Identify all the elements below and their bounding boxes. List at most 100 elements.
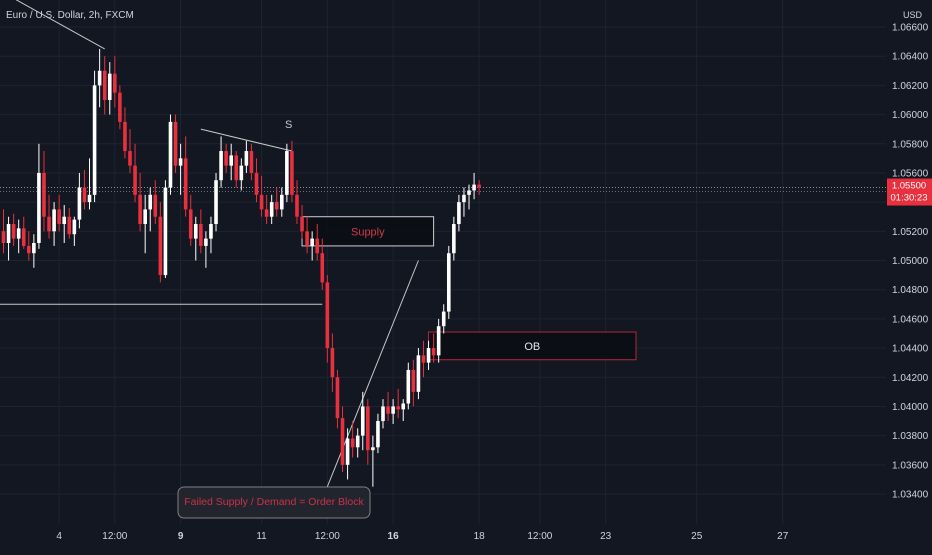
supply-zone[interactable] bbox=[301, 216, 435, 247]
candle bbox=[330, 333, 335, 392]
candle-body bbox=[72, 219, 77, 235]
candle-body bbox=[462, 194, 466, 203]
price-tick-label: 1.04200 bbox=[892, 373, 929, 384]
price-tick-label: 1.05000 bbox=[892, 256, 929, 267]
candle bbox=[92, 70, 97, 203]
candle bbox=[67, 207, 72, 239]
candle-body bbox=[340, 418, 345, 465]
candle bbox=[325, 275, 330, 363]
candle bbox=[300, 205, 304, 239]
price-tick-label: 1.05800 bbox=[892, 139, 929, 150]
candle-body bbox=[57, 209, 61, 225]
s-trend-line[interactable] bbox=[200, 128, 293, 152]
candle-body bbox=[274, 202, 279, 210]
bar-countdown: 01:30:23 bbox=[891, 193, 928, 204]
candle bbox=[204, 231, 208, 268]
symbol-title: Euro / U.S. Dollar, 2h, FXCM bbox=[6, 10, 134, 21]
supply-zone-label: Supply bbox=[351, 226, 385, 238]
candle bbox=[77, 172, 82, 229]
candle-body bbox=[128, 151, 132, 166]
price-tick-label: 1.05200 bbox=[892, 227, 929, 238]
last-price-tag-background bbox=[887, 178, 932, 206]
time-axis[interactable]: 4 12:00 9 11 12:00 16 18 12:00 23 25 27 bbox=[0, 524, 932, 550]
time-tick-label: 23 bbox=[600, 531, 612, 542]
candle bbox=[320, 238, 325, 290]
candle-body bbox=[335, 377, 340, 419]
candle bbox=[143, 194, 147, 254]
price-tick-label: 1.04000 bbox=[892, 402, 929, 413]
candle-body bbox=[467, 190, 471, 195]
candle bbox=[436, 318, 441, 363]
time-tick-label: 9 bbox=[178, 531, 184, 542]
price-axis[interactable]: 1.06600 1.06400 1.06200 1.06000 1.05800 1.056… bbox=[886, 0, 932, 550]
candle bbox=[340, 406, 345, 473]
ob-zone[interactable] bbox=[428, 331, 637, 361]
candle-body bbox=[193, 224, 198, 239]
candle-body bbox=[300, 216, 304, 232]
candle-body bbox=[199, 224, 203, 246]
candle bbox=[153, 180, 158, 225]
candle-body bbox=[441, 311, 446, 327]
candle-body bbox=[315, 238, 320, 254]
candle-body bbox=[406, 369, 411, 404]
candle-body bbox=[183, 158, 188, 210]
candle-body bbox=[249, 151, 254, 173]
candle-body bbox=[239, 165, 244, 181]
candle bbox=[472, 172, 476, 200]
candle-body bbox=[411, 369, 416, 392]
candle bbox=[37, 143, 41, 249]
candle bbox=[32, 234, 36, 268]
candle-body bbox=[11, 224, 16, 239]
candle-body bbox=[97, 70, 102, 86]
candle-body bbox=[153, 194, 158, 217]
candle-body bbox=[168, 121, 173, 188]
candle bbox=[214, 172, 218, 232]
candle bbox=[335, 369, 340, 429]
candle bbox=[6, 216, 11, 261]
currency-label: USD bbox=[903, 10, 923, 20]
candle-body bbox=[280, 194, 284, 210]
candle bbox=[168, 114, 173, 195]
candle bbox=[345, 428, 350, 480]
candle-body bbox=[234, 155, 239, 181]
candle bbox=[462, 187, 466, 217]
candle-body bbox=[355, 435, 360, 448]
callout-box[interactable]: Failed Supply / Demand = Order Block bbox=[177, 486, 371, 519]
candle-body bbox=[224, 151, 228, 166]
candle-body bbox=[325, 282, 330, 349]
candle bbox=[360, 391, 365, 451]
time-tick-label: 27 bbox=[777, 531, 789, 542]
time-tick-label: 18 bbox=[474, 531, 486, 542]
candle-body bbox=[118, 92, 122, 122]
price-tick-label: 1.06000 bbox=[892, 110, 929, 121]
candle-body bbox=[47, 216, 51, 232]
candle bbox=[269, 194, 274, 225]
candle bbox=[457, 194, 461, 232]
candle-body bbox=[32, 242, 36, 254]
candle bbox=[87, 158, 92, 210]
candle bbox=[421, 340, 426, 378]
candle bbox=[229, 143, 233, 181]
candle-body bbox=[452, 224, 456, 254]
candle bbox=[52, 202, 56, 246]
candle-body bbox=[426, 348, 431, 363]
candle-body bbox=[431, 348, 436, 356]
candle bbox=[183, 136, 188, 217]
candle bbox=[274, 187, 279, 217]
time-tick-label: 11 bbox=[256, 531, 267, 542]
candle bbox=[290, 140, 294, 203]
candle bbox=[441, 304, 446, 334]
candle bbox=[16, 219, 21, 254]
candle-body bbox=[229, 155, 233, 166]
candle bbox=[350, 421, 355, 458]
price-tick-label: 1.03800 bbox=[892, 431, 929, 442]
candle-body bbox=[204, 238, 208, 246]
candle bbox=[310, 231, 314, 261]
candle-body bbox=[158, 216, 163, 276]
downtrend-line[interactable] bbox=[0, 0, 105, 50]
candle bbox=[280, 187, 284, 217]
zones-layer[interactable]: Supply OB bbox=[301, 216, 637, 361]
candle-body bbox=[21, 228, 26, 246]
